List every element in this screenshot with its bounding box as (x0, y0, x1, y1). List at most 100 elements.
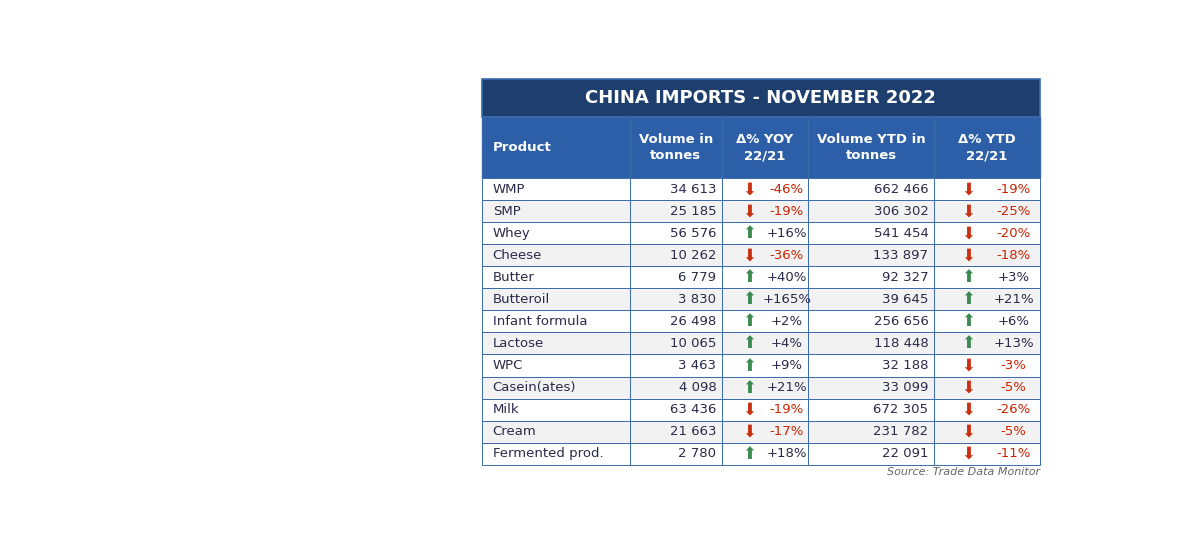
Text: +9%: +9% (771, 359, 803, 372)
Bar (722, 117, 808, 178)
Bar (808, 200, 934, 222)
Text: 6 779: 6 779 (678, 271, 717, 284)
Bar (808, 376, 934, 399)
Text: -5%: -5% (1000, 381, 1026, 394)
Text: 56 576: 56 576 (670, 227, 717, 240)
Text: 92 327: 92 327 (882, 271, 928, 284)
Text: +16%: +16% (766, 227, 807, 240)
Text: ⬆: ⬆ (743, 291, 756, 308)
Bar (808, 399, 934, 421)
Text: +3%: +3% (998, 271, 1030, 284)
Text: Casein(ates): Casein(ates) (492, 381, 576, 394)
Bar (629, 354, 722, 376)
Bar (629, 200, 722, 222)
Text: +6%: +6% (998, 315, 1030, 328)
Bar (722, 222, 808, 244)
Bar (482, 376, 629, 399)
Bar (808, 178, 934, 200)
Text: ⬆: ⬆ (743, 378, 756, 397)
Text: 33 099: 33 099 (882, 381, 928, 394)
Bar (808, 310, 934, 332)
Text: ⬇: ⬇ (743, 400, 756, 419)
Bar (629, 178, 722, 200)
Text: Δ% YOY
22/21: Δ% YOY 22/21 (737, 133, 794, 162)
Bar (629, 332, 722, 354)
Text: 3 463: 3 463 (678, 359, 717, 372)
Bar (629, 376, 722, 399)
Text: CHINA IMPORTS - NOVEMBER 2022: CHINA IMPORTS - NOVEMBER 2022 (586, 89, 937, 107)
Bar (934, 332, 1040, 354)
Text: ⬇: ⬇ (743, 180, 756, 198)
Bar (722, 399, 808, 421)
Text: ⬆: ⬆ (743, 224, 756, 242)
Bar (808, 266, 934, 288)
Bar (934, 421, 1040, 443)
Bar (934, 266, 1040, 288)
Text: 25 185: 25 185 (670, 205, 717, 218)
Bar (722, 178, 808, 200)
Bar (629, 399, 722, 421)
Bar (934, 288, 1040, 310)
Text: Butteroil: Butteroil (492, 293, 550, 306)
Text: ⬇: ⬇ (961, 356, 974, 375)
Text: Product: Product (492, 141, 552, 154)
Text: ⬇: ⬇ (743, 422, 756, 441)
Text: -36%: -36% (770, 249, 804, 262)
Text: ⬆: ⬆ (743, 269, 756, 286)
Bar (629, 421, 722, 443)
Bar (808, 222, 934, 244)
Bar (808, 421, 934, 443)
Text: -19%: -19% (770, 403, 804, 416)
Bar (722, 354, 808, 376)
Text: -25%: -25% (997, 205, 1031, 218)
Bar (934, 222, 1040, 244)
Text: ⬆: ⬆ (743, 356, 756, 375)
Text: Volume in
tonnes: Volume in tonnes (639, 133, 713, 162)
Text: 10 065: 10 065 (670, 337, 717, 350)
Text: ⬇: ⬇ (743, 202, 756, 220)
Bar (482, 200, 629, 222)
Bar (482, 244, 629, 266)
Text: Cheese: Cheese (492, 249, 542, 262)
Bar (808, 354, 934, 376)
Text: ⬇: ⬇ (961, 445, 974, 463)
Text: Cream: Cream (492, 425, 536, 438)
Text: Whey: Whey (492, 227, 530, 240)
Text: -17%: -17% (770, 425, 804, 438)
Text: ⬆: ⬆ (743, 312, 756, 331)
Bar (629, 443, 722, 465)
Text: 63 436: 63 436 (670, 403, 717, 416)
Text: ⬆: ⬆ (961, 269, 974, 286)
Bar (482, 310, 629, 332)
Text: ⬇: ⬇ (961, 422, 974, 441)
Bar (808, 288, 934, 310)
Bar (482, 332, 629, 354)
Text: -46%: -46% (770, 183, 804, 196)
Bar (482, 178, 629, 200)
Bar (722, 244, 808, 266)
Text: 21 663: 21 663 (670, 425, 717, 438)
Text: Lactose: Lactose (492, 337, 544, 350)
Text: +18%: +18% (766, 447, 807, 460)
Text: +13%: +13% (993, 337, 1033, 350)
Text: ⬇: ⬇ (961, 202, 974, 220)
Text: ⬆: ⬆ (743, 334, 756, 353)
Text: -20%: -20% (997, 227, 1031, 240)
Text: -26%: -26% (997, 403, 1031, 416)
Text: ⬇: ⬇ (961, 400, 974, 419)
Text: -18%: -18% (997, 249, 1031, 262)
Bar (934, 117, 1040, 178)
Bar (722, 200, 808, 222)
Bar (482, 443, 629, 465)
Bar (808, 443, 934, 465)
Text: SMP: SMP (492, 205, 521, 218)
Bar (482, 222, 629, 244)
Text: -19%: -19% (997, 183, 1031, 196)
Text: Infant formula: Infant formula (492, 315, 587, 328)
Text: 672 305: 672 305 (874, 403, 928, 416)
Bar (482, 399, 629, 421)
Bar (722, 376, 808, 399)
Bar (722, 421, 808, 443)
Bar (629, 244, 722, 266)
Bar (722, 288, 808, 310)
